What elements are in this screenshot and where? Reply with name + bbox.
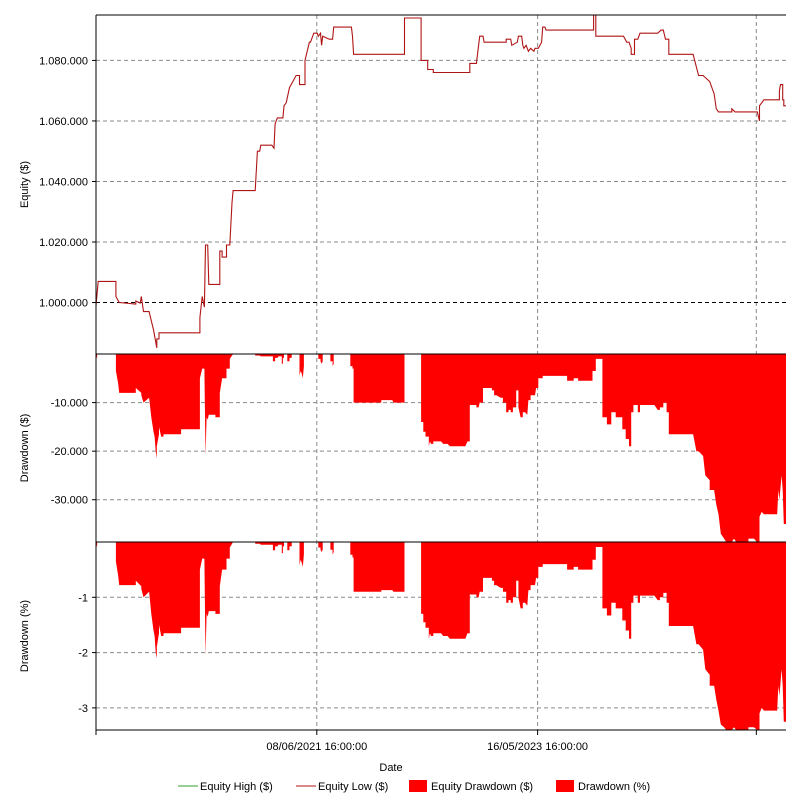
series-line bbox=[95, 14, 786, 348]
y-tick-label: 1.020.000 bbox=[39, 237, 88, 249]
x-axis-label: Date bbox=[379, 762, 402, 774]
y-tick-label: -2 bbox=[78, 648, 88, 660]
legend-swatch bbox=[409, 780, 427, 792]
y-tick-label: -20.000 bbox=[51, 446, 88, 458]
legend-layer: Equity High ($) Equity Low ($) Equity Draw… bbox=[178, 780, 650, 793]
x-tick-label: 16/05/2023 16:00:00 bbox=[487, 741, 588, 753]
y-tick-label: -1 bbox=[78, 592, 88, 604]
series-area bbox=[96, 354, 786, 542]
y-tick-label: 1.000.000 bbox=[39, 298, 88, 310]
y-tick-label: -3 bbox=[78, 703, 88, 715]
y-tick-label: 1.040.000 bbox=[39, 176, 88, 188]
x-tick-label: 08/06/2021 16:00:00 bbox=[266, 741, 367, 753]
legend-label: Equity High ($) bbox=[200, 781, 273, 793]
frame-layer bbox=[92, 14, 786, 735]
y-tick-label: -10.000 bbox=[51, 398, 88, 410]
text-layer: 1.000.000 1.020.000 1.040.000 1.060.000 1.08… bbox=[19, 55, 588, 774]
legend-label: Equity Drawdown ($) bbox=[431, 781, 533, 793]
legend-label: Drawdown (%) bbox=[578, 781, 650, 793]
series-layer bbox=[95, 14, 786, 730]
y-tick-label: 1.060.000 bbox=[39, 116, 88, 128]
y-axis-label: Drawdown ($) bbox=[19, 414, 31, 482]
legend-swatch bbox=[556, 780, 574, 792]
legend-label: Equity Low ($) bbox=[318, 781, 388, 793]
series-area bbox=[96, 542, 786, 730]
y-axis-label: Drawdown (%) bbox=[19, 600, 31, 672]
y-tick-label: -30.000 bbox=[51, 495, 88, 507]
y-axis-label: Equity ($) bbox=[19, 161, 31, 208]
y-tick-label: 1.080.000 bbox=[39, 55, 88, 67]
